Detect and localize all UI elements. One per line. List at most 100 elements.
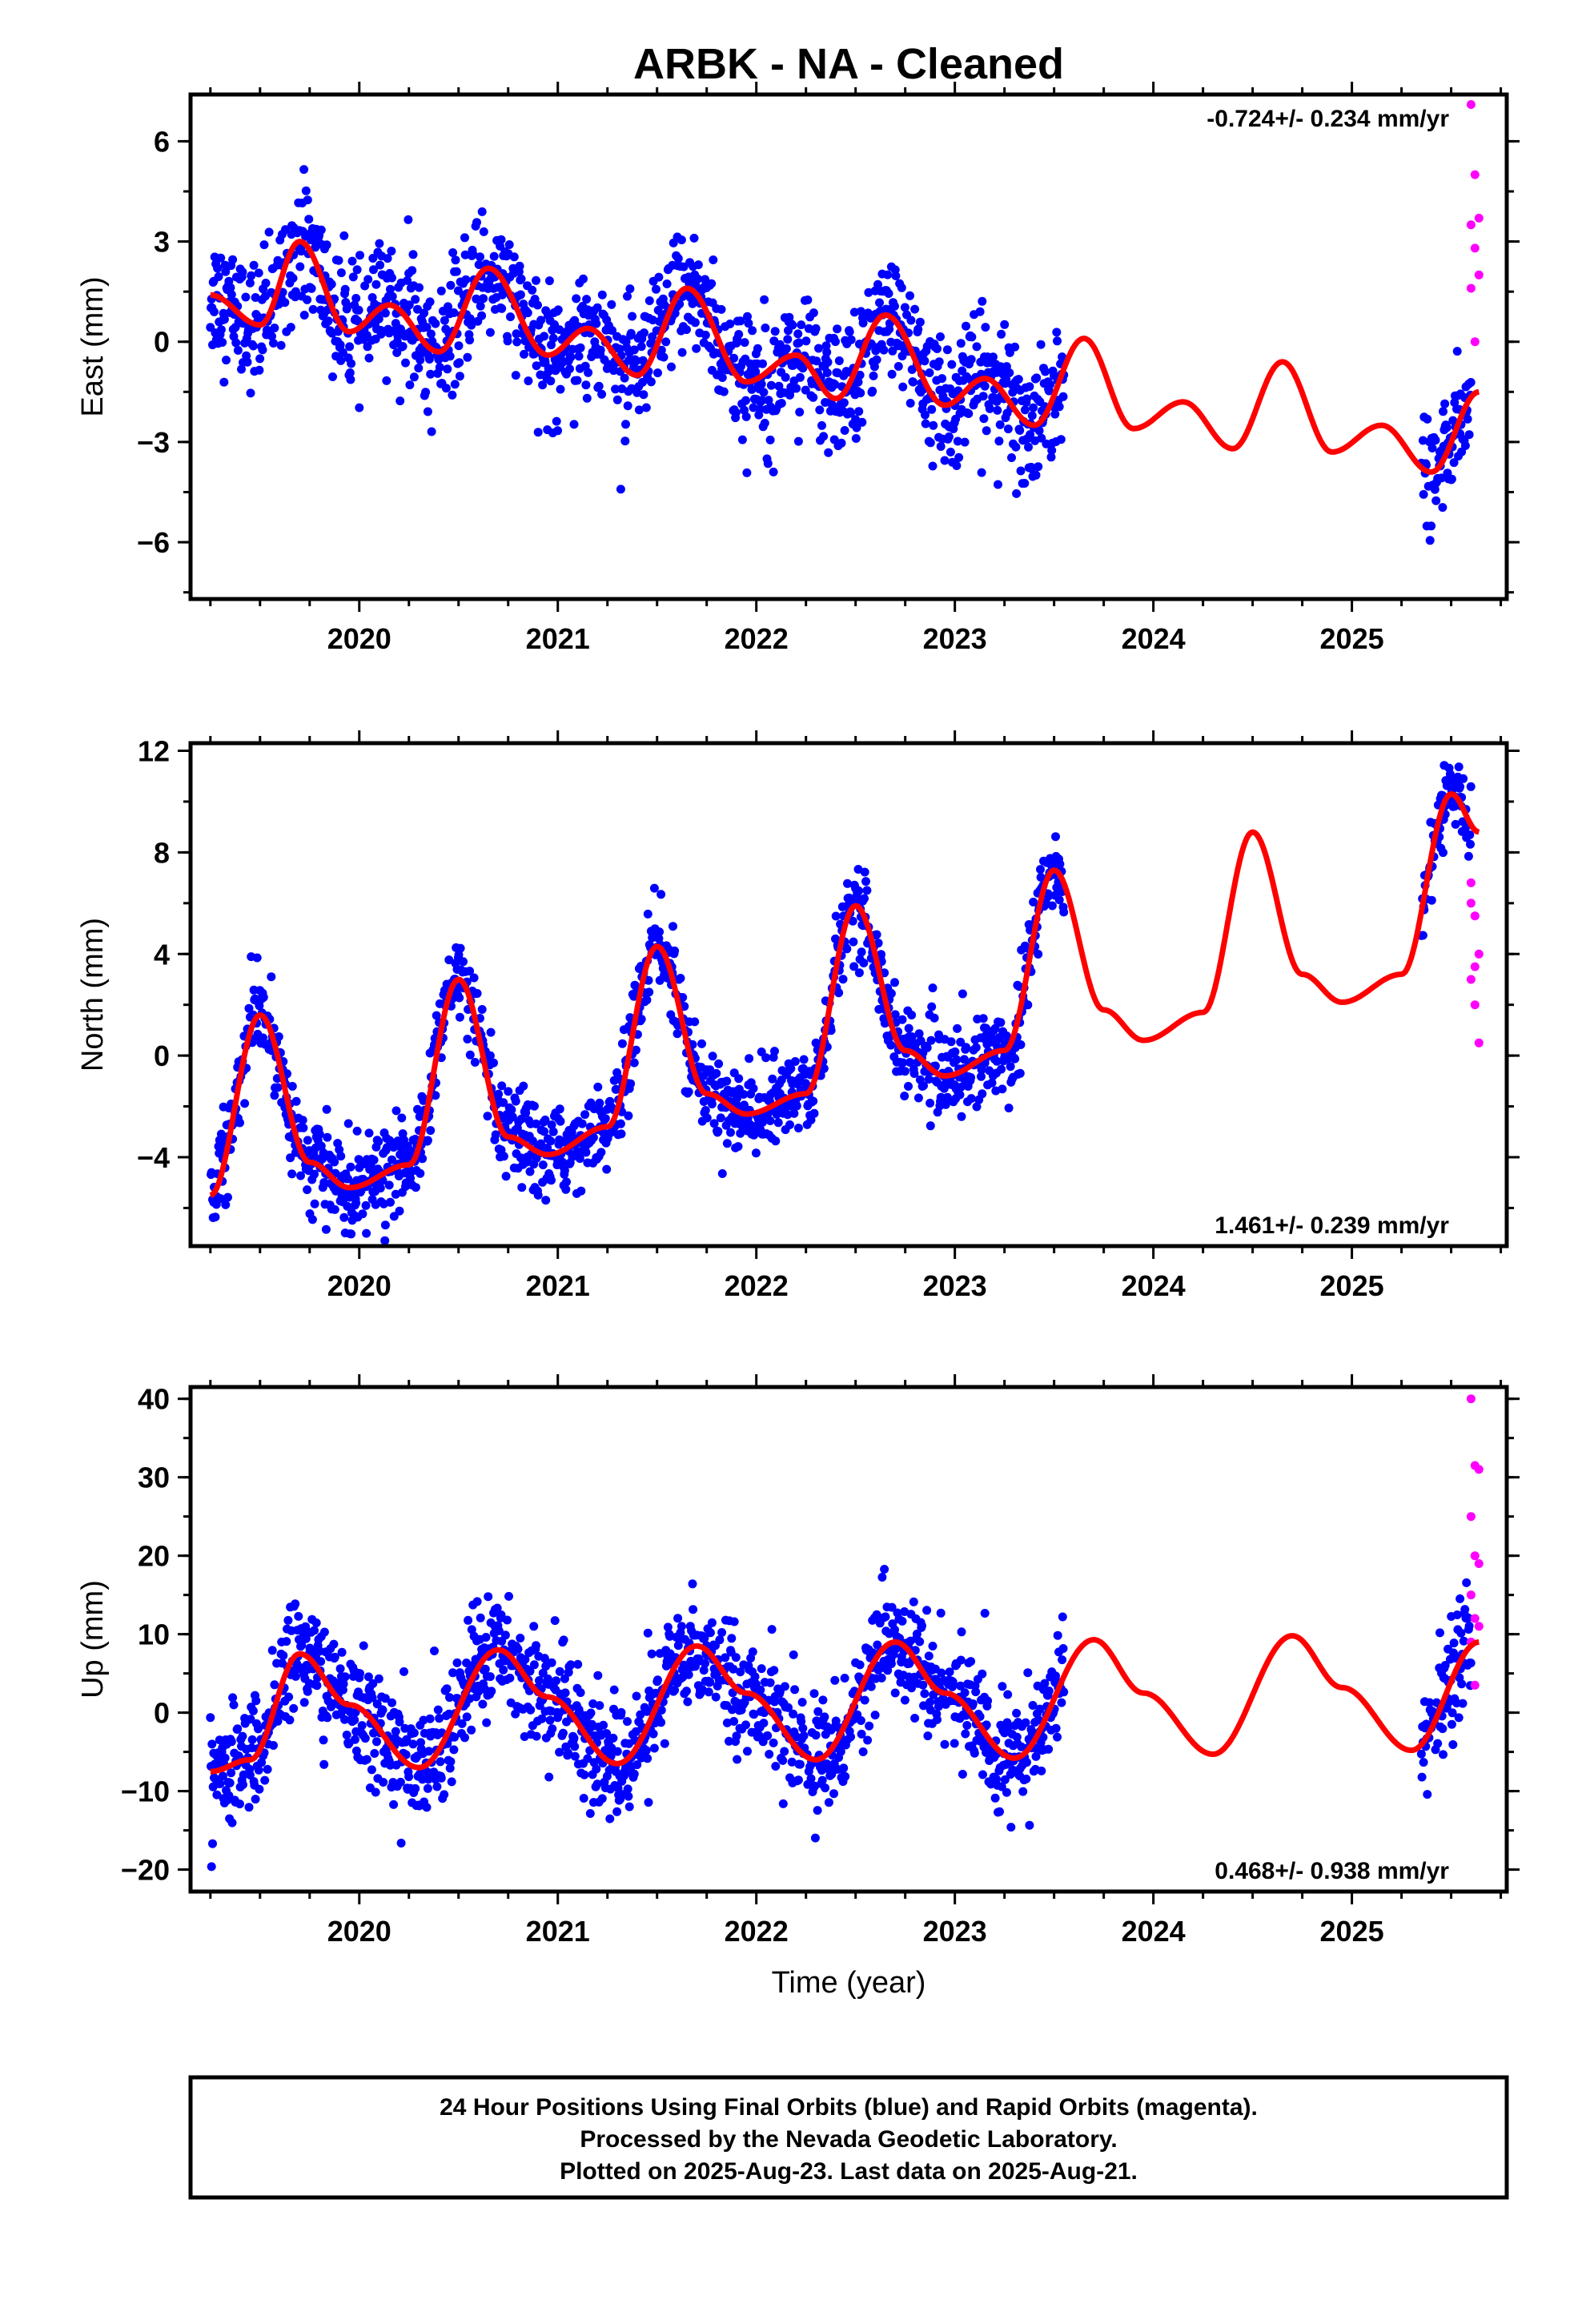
final-orbit-point (887, 1602, 897, 1612)
final-orbit-point (404, 300, 414, 310)
final-orbit-point (763, 459, 773, 468)
final-orbit-point (1053, 1732, 1062, 1742)
final-orbit-point (814, 344, 823, 353)
final-orbit-point (529, 1660, 539, 1670)
final-orbit-point (1041, 367, 1050, 376)
final-orbit-point (890, 1010, 900, 1019)
final-orbit-point (632, 356, 641, 365)
plot-area (206, 100, 1484, 545)
final-orbit-point (285, 1715, 295, 1725)
final-orbit-point (485, 1051, 495, 1060)
final-orbit-point (520, 1655, 530, 1664)
final-orbit-point (516, 274, 526, 283)
final-orbit-point (700, 1634, 709, 1643)
final-orbit-point (952, 1055, 962, 1064)
final-orbit-point (987, 1078, 997, 1088)
final-orbit-point (576, 1186, 586, 1196)
final-orbit-point (1449, 1638, 1459, 1648)
final-orbit-point (1012, 1732, 1022, 1742)
final-orbit-point (423, 1136, 432, 1145)
final-orbit-point (596, 1148, 606, 1157)
final-orbit-point (693, 274, 703, 283)
footer-line-1: 24 Hour Positions Using Final Orbits (bl… (440, 2094, 1258, 2121)
final-orbit-point (380, 1220, 390, 1230)
final-orbit-point (855, 370, 865, 380)
final-orbit-point (1051, 1671, 1060, 1681)
final-orbit-point (642, 995, 652, 1005)
final-orbit-point (774, 381, 784, 391)
final-orbit-point (343, 1119, 353, 1128)
final-orbit-point (656, 345, 666, 355)
final-orbit-point (423, 1767, 432, 1777)
final-orbit-point (520, 349, 528, 359)
final-orbit-point (315, 1129, 324, 1139)
final-orbit-point (544, 276, 554, 286)
final-orbit-point (741, 396, 750, 405)
final-orbit-point (750, 1672, 760, 1682)
final-orbit-point (1435, 1628, 1444, 1638)
final-orbit-point (740, 338, 749, 348)
final-orbit-point (978, 296, 987, 306)
y-axis-label: East (mm) (76, 276, 110, 416)
rapid-orbit-point (1470, 1000, 1480, 1010)
final-orbit-point (926, 1121, 935, 1131)
final-orbit-point (472, 294, 481, 304)
final-orbit-point (659, 352, 669, 362)
final-orbit-point (1007, 453, 1016, 462)
final-orbit-point (529, 1101, 539, 1111)
final-orbit-point (992, 1056, 1002, 1066)
x-tick-label: 2020 (327, 622, 391, 655)
final-orbit-point (643, 1754, 652, 1763)
final-orbit-point (639, 390, 648, 400)
final-orbit-point (545, 1715, 555, 1725)
final-orbit-point (413, 1104, 422, 1114)
final-orbit-point (837, 438, 846, 448)
final-orbit-point (288, 273, 298, 283)
final-orbit-point (977, 1065, 986, 1075)
final-orbit-point (346, 375, 355, 384)
final-orbit-point (890, 978, 899, 987)
final-orbit-point (613, 1783, 623, 1793)
final-orbit-point (395, 1206, 404, 1216)
final-orbit-point (1459, 1636, 1468, 1646)
final-orbit-point (506, 312, 515, 322)
final-orbit-point (757, 1664, 766, 1674)
final-orbit-point (400, 1667, 408, 1676)
x-tick-label: 2022 (725, 1915, 789, 1948)
final-orbit-point (869, 362, 879, 372)
final-orbit-point (1430, 485, 1439, 494)
final-orbit-point (355, 251, 364, 260)
final-orbit-point (980, 1609, 990, 1618)
final-orbit-point (933, 344, 942, 353)
final-orbit-point (605, 1814, 615, 1823)
final-orbit-point (237, 364, 246, 374)
final-orbit-point (909, 1597, 918, 1606)
final-orbit-point (329, 1639, 339, 1649)
final-orbit-point (929, 420, 938, 430)
final-orbit-point (255, 365, 264, 375)
final-orbit-point (269, 1741, 278, 1750)
final-orbit-point (813, 1707, 823, 1716)
final-orbit-point (311, 1618, 321, 1627)
final-orbit-point (504, 1591, 513, 1601)
final-orbit-point (494, 1626, 504, 1635)
final-orbit-point (560, 1166, 569, 1176)
final-orbit-point (810, 1833, 820, 1843)
final-orbit-point (255, 1784, 264, 1794)
final-orbit-point (798, 364, 808, 373)
final-orbit-point (532, 1119, 540, 1128)
final-orbit-point (833, 324, 842, 334)
y-tick-label: 0 (154, 1039, 170, 1072)
final-orbit-point (857, 1729, 866, 1739)
final-orbit-point (240, 1099, 250, 1108)
final-orbit-point (319, 1759, 329, 1769)
final-orbit-point (472, 989, 482, 998)
final-orbit-point (641, 403, 651, 412)
final-orbit-point (831, 337, 840, 347)
rapid-orbit-point (1474, 1559, 1484, 1568)
final-orbit-point (374, 1137, 383, 1147)
final-orbit-point (445, 1693, 454, 1703)
final-orbit-point (291, 1096, 301, 1106)
final-orbit-point (427, 427, 436, 436)
